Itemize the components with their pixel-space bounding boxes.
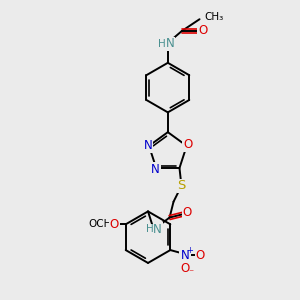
Bar (142, 141, 153, 150)
Bar (175, 180, 188, 191)
Bar (179, 250, 191, 260)
Bar (158, 40, 174, 48)
Text: O: O (198, 24, 207, 37)
Bar (182, 208, 193, 217)
Text: H: H (146, 224, 154, 234)
Text: N: N (181, 248, 190, 262)
Text: ⁻: ⁻ (189, 268, 194, 278)
Text: N: N (153, 223, 162, 236)
Text: N: N (165, 38, 174, 50)
Text: H: H (158, 39, 166, 49)
Bar (180, 264, 190, 273)
Bar (144, 225, 164, 234)
Text: N: N (151, 163, 160, 176)
Bar (195, 250, 206, 260)
Text: CH₃: CH₃ (205, 12, 224, 22)
Bar (108, 219, 120, 229)
Text: O: O (183, 206, 192, 219)
Text: +: + (186, 246, 193, 255)
Text: O: O (183, 138, 192, 152)
Bar (88, 219, 116, 229)
Bar (198, 26, 208, 34)
Text: N: N (144, 140, 152, 152)
Text: O: O (181, 262, 190, 275)
Text: O: O (195, 248, 205, 262)
Text: S: S (177, 179, 186, 192)
Text: O: O (109, 218, 119, 231)
Bar (150, 164, 160, 173)
Bar (182, 140, 193, 149)
Text: OCH₃: OCH₃ (88, 219, 116, 229)
